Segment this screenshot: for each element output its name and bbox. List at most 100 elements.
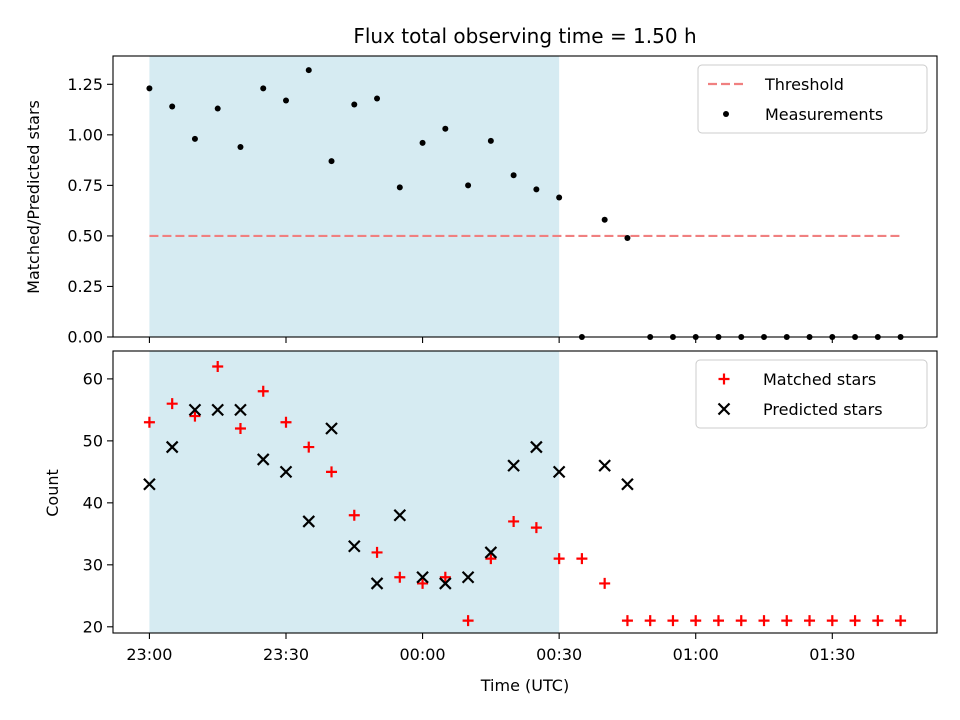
matched-star-point bbox=[758, 615, 770, 627]
matched-star-point bbox=[553, 553, 565, 565]
matched-star-point bbox=[530, 522, 542, 534]
measurement-point bbox=[533, 186, 540, 193]
matched-star-point bbox=[143, 416, 155, 428]
measurement-point bbox=[487, 137, 494, 144]
predicted-star-point bbox=[211, 403, 224, 417]
predicted-star-point bbox=[484, 546, 498, 559]
matched-star-point bbox=[804, 615, 816, 627]
y-tick-label: 0.50 bbox=[67, 226, 103, 245]
legend-label: Matched stars bbox=[763, 370, 876, 389]
measurement-point bbox=[465, 182, 472, 189]
measurement-point bbox=[169, 103, 176, 110]
predicted-star-point bbox=[325, 422, 338, 435]
measurement-point bbox=[351, 101, 358, 108]
matched-star-point bbox=[895, 615, 907, 627]
predicted-star-point bbox=[393, 508, 407, 522]
measurement-point bbox=[419, 139, 426, 146]
top-y-axis-label: Matched/Predicted stars bbox=[24, 100, 43, 294]
measurement-point bbox=[510, 172, 517, 179]
matched-star-point bbox=[621, 615, 633, 627]
x-tick-label: 23:00 bbox=[126, 645, 172, 664]
matched-star-point bbox=[234, 422, 246, 434]
predicted-star-point bbox=[348, 539, 361, 553]
matched-star-point bbox=[462, 615, 474, 627]
measurement-point bbox=[601, 216, 608, 223]
measurement-point bbox=[260, 85, 267, 92]
matched-star-point bbox=[849, 615, 861, 627]
predicted-star-point bbox=[256, 453, 270, 466]
matched-star-point bbox=[485, 553, 497, 565]
matched-star-point bbox=[826, 615, 838, 627]
measurement-point bbox=[442, 125, 449, 132]
matched-star-point bbox=[189, 410, 201, 422]
predicted-star-point bbox=[279, 465, 293, 479]
x-tick-label: 01:30 bbox=[809, 645, 855, 664]
measurement-point bbox=[374, 95, 381, 102]
matched-star-point bbox=[872, 615, 884, 627]
shaded-interval bbox=[149, 56, 560, 337]
bottom-panel-frame bbox=[112, 350, 938, 634]
y-tick-label: 0.25 bbox=[67, 277, 103, 296]
predicted-star-point bbox=[416, 570, 429, 584]
legend-box bbox=[695, 359, 928, 429]
x-tick-label: 00:30 bbox=[536, 645, 582, 664]
legend-label: Predicted stars bbox=[763, 400, 883, 419]
matched-star-point bbox=[348, 509, 360, 521]
measurement-point bbox=[237, 143, 244, 150]
matched-star-point bbox=[599, 577, 611, 589]
predicted-star-point bbox=[234, 403, 247, 417]
measurement-point bbox=[282, 97, 289, 104]
matched-star-point bbox=[212, 360, 224, 372]
predicted-star-point bbox=[188, 403, 202, 417]
measurement-point bbox=[328, 158, 335, 165]
matched-star-point bbox=[690, 615, 702, 627]
bottom-y-axis-label: Count bbox=[43, 469, 62, 517]
measurement-point bbox=[146, 85, 153, 92]
predicted-star-point bbox=[439, 577, 452, 590]
shaded-interval bbox=[149, 351, 560, 633]
y-tick-label: 0.75 bbox=[67, 176, 103, 195]
y-tick-label: 30 bbox=[83, 555, 103, 574]
x-axis-label: Time (UTC) bbox=[480, 676, 569, 695]
legend-measurement-swatch bbox=[723, 111, 729, 117]
legend-predicted-swatch bbox=[717, 402, 731, 416]
matched-star-point bbox=[644, 615, 656, 627]
matched-star-point bbox=[781, 615, 793, 627]
plot-area: 0.00 0.25 0.50 0.75 1.00 1.25 Threshold Measure… bbox=[67, 55, 938, 664]
predicted-star-point bbox=[165, 440, 179, 454]
predicted-star-point bbox=[302, 515, 316, 528]
predicted-star-point bbox=[143, 477, 156, 491]
y-tick-label: 1.00 bbox=[67, 125, 103, 144]
matched-star-point bbox=[303, 441, 315, 453]
top-panel-frame bbox=[112, 55, 938, 338]
predicted-star-point bbox=[621, 477, 634, 491]
chart-title: Flux total observing time = 1.50 h bbox=[353, 24, 696, 48]
y-tick-label: 0.00 bbox=[67, 328, 103, 347]
predicted-star-point bbox=[507, 459, 520, 472]
matched-star-point bbox=[417, 577, 429, 589]
predicted-star-point bbox=[598, 459, 611, 472]
y-tick-label: 50 bbox=[83, 431, 103, 450]
matched-star-point bbox=[439, 571, 451, 583]
legend-box bbox=[697, 64, 928, 134]
matched-star-point bbox=[166, 398, 178, 410]
x-tick-label: 00:00 bbox=[400, 645, 446, 664]
measurement-point bbox=[214, 105, 221, 112]
x-tick-label: 01:00 bbox=[673, 645, 719, 664]
x-tick-label: 23:30 bbox=[263, 645, 309, 664]
measurement-point bbox=[305, 67, 312, 74]
matched-star-point bbox=[326, 466, 338, 478]
matched-star-point bbox=[257, 385, 269, 397]
matched-star-point bbox=[508, 515, 520, 527]
measurement-point bbox=[396, 184, 403, 191]
measurement-point bbox=[556, 194, 563, 201]
predicted-star-point bbox=[370, 577, 384, 590]
matched-star-point bbox=[576, 553, 588, 565]
y-tick-label: 1.25 bbox=[67, 75, 103, 94]
matched-star-point bbox=[735, 615, 747, 627]
y-tick-label: 40 bbox=[83, 493, 103, 512]
predicted-star-point bbox=[530, 440, 543, 454]
measurement-point bbox=[191, 135, 198, 142]
legend-label: Measurements bbox=[765, 105, 883, 124]
